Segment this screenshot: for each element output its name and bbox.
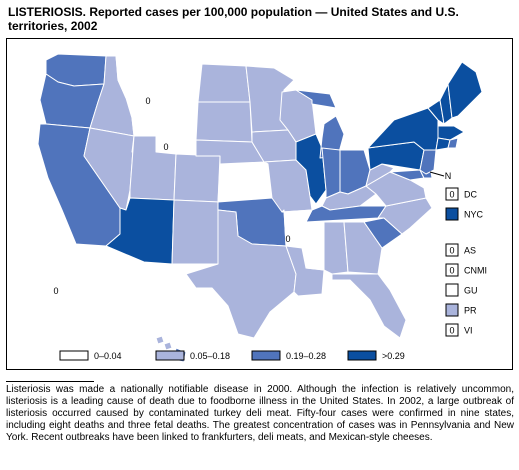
legend-label-0: 0–0.04 — [94, 351, 122, 361]
state-north-dakota — [197, 63, 251, 103]
state-arkansas — [281, 209, 313, 249]
state-illinois — [295, 133, 327, 205]
box-value-as: 0 — [449, 246, 454, 256]
box-pr — [445, 303, 459, 317]
footnote-rule — [6, 381, 94, 382]
label-arkansas: 0 — [285, 234, 290, 244]
box-label-pr: PR — [464, 306, 477, 316]
legend-swatch-2 — [251, 350, 281, 361]
state-new-mexico — [171, 199, 221, 265]
box-gu — [445, 283, 459, 297]
state-louisiana — [285, 245, 325, 297]
box-nyc — [445, 207, 459, 221]
n-marker: N — [445, 171, 452, 181]
state-hawaii-2 — [163, 341, 173, 351]
figure-title: LISTERIOSIS. Reported cases per 100,000 … — [8, 5, 459, 33]
box-dc — [445, 187, 459, 201]
legend-label-1: 0.05–0.18 — [190, 351, 230, 361]
box-label-dc: DC — [464, 190, 477, 200]
state-michigan-up — [295, 89, 337, 109]
state-new-york — [367, 107, 439, 151]
state-florida — [331, 273, 407, 339]
box-value-dc: 0 — [449, 190, 454, 200]
state-rhode-island — [447, 137, 459, 149]
state-maine — [447, 61, 483, 119]
box-label-as: AS — [464, 246, 476, 256]
label-montana: 0 — [145, 96, 150, 106]
choropleth-map: 0 0 0 0 N 0 DC NYC 0 AS 0 CNMI GU PR 0 VI 0–0.04 0.05–0.1… — [29, 53, 487, 363]
state-hawaii-1 — [155, 335, 165, 345]
legend-label-2: 0.19–0.28 — [286, 351, 326, 361]
box-label-vi: VI — [464, 326, 473, 336]
legend-swatch-3 — [347, 350, 377, 361]
state-kansas — [217, 163, 273, 203]
box-vi — [445, 323, 459, 337]
box-label-cnmi: CNMI — [464, 266, 487, 276]
label-alaska: 0 — [53, 286, 58, 296]
nyc-leader-line — [429, 171, 445, 177]
box-as — [445, 243, 459, 257]
legend-swatch-0 — [59, 350, 89, 361]
state-west-virginia — [365, 163, 395, 187]
box-label-nyc: NYC — [464, 210, 484, 220]
state-mississippi — [305, 221, 325, 271]
box-label-gu: GU — [464, 286, 478, 296]
state-alaska — [29, 253, 99, 339]
map-frame — [6, 38, 513, 370]
state-montana — [115, 55, 203, 111]
box-cnmi — [445, 263, 459, 277]
footnote: Listeriosis was made a nationally notifi… — [6, 384, 514, 443]
label-wyoming: 0 — [163, 142, 168, 152]
legend-swatch-1 — [155, 350, 185, 361]
legend-label-3: >0.29 — [382, 351, 405, 361]
state-colorado — [173, 153, 221, 203]
state-texas — [185, 209, 297, 339]
state-tennessee — [305, 205, 387, 223]
state-massachusetts — [437, 125, 465, 141]
box-value-vi: 0 — [449, 326, 454, 336]
state-alabama — [323, 221, 349, 275]
state-south-dakota — [195, 101, 253, 143]
box-value-cnmi: 0 — [449, 266, 454, 276]
